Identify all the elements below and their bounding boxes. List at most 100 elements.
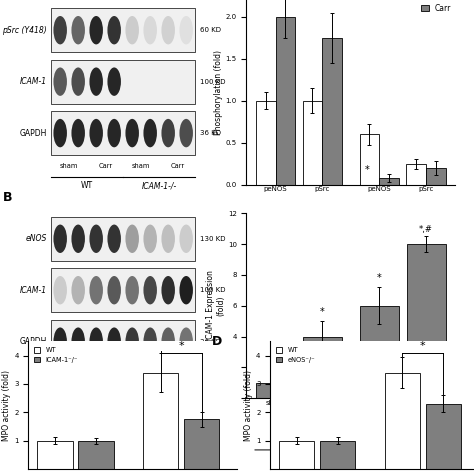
Y-axis label: MPO activity (fold): MPO activity (fold)	[2, 370, 11, 441]
Ellipse shape	[54, 328, 67, 356]
Bar	[279, 441, 314, 469]
Ellipse shape	[126, 225, 139, 253]
Bar	[143, 373, 178, 469]
Ellipse shape	[54, 225, 67, 253]
Text: WT: WT	[81, 182, 93, 191]
Text: sham: sham	[132, 371, 150, 377]
Bar	[360, 306, 399, 398]
Ellipse shape	[54, 119, 67, 147]
Y-axis label: ICAM-1 Expression
(fold): ICAM-1 Expression (fold)	[206, 270, 225, 341]
Ellipse shape	[108, 67, 121, 96]
Ellipse shape	[180, 16, 193, 45]
Ellipse shape	[126, 328, 139, 356]
Ellipse shape	[108, 16, 121, 45]
Text: Carr: Carr	[170, 163, 184, 169]
Text: Carr: Carr	[98, 163, 112, 169]
Bar	[322, 38, 342, 185]
Bar	[303, 337, 342, 398]
Ellipse shape	[54, 276, 67, 304]
Bar	[184, 419, 219, 469]
Ellipse shape	[108, 119, 121, 147]
Ellipse shape	[90, 16, 103, 45]
Text: WT: WT	[81, 390, 93, 399]
Ellipse shape	[126, 276, 139, 304]
Text: GAPDH: GAPDH	[19, 337, 46, 346]
Text: sham: sham	[60, 371, 78, 377]
Text: 36 KD: 36 KD	[200, 338, 221, 345]
Bar	[51, 320, 195, 364]
Text: sham: sham	[132, 163, 150, 169]
Bar	[51, 217, 195, 261]
Ellipse shape	[72, 276, 85, 304]
Text: 36 KD: 36 KD	[200, 130, 221, 136]
Bar	[37, 441, 73, 469]
Text: WT: WT	[293, 255, 305, 264]
Text: 100 KD: 100 KD	[200, 79, 225, 85]
Y-axis label: MPO activity (fold): MPO activity (fold)	[244, 370, 253, 441]
Text: sham: sham	[60, 163, 78, 169]
Text: eNOS: eNOS	[25, 234, 46, 243]
Ellipse shape	[144, 328, 157, 356]
Text: ICAM-1: ICAM-1	[19, 286, 46, 295]
Ellipse shape	[90, 225, 103, 253]
Ellipse shape	[180, 276, 193, 304]
Ellipse shape	[90, 67, 103, 96]
Bar	[302, 101, 322, 185]
Text: *: *	[377, 273, 382, 283]
Text: 130 KD: 130 KD	[200, 236, 225, 242]
Text: eNOS$^{-/-}$: eNOS$^{-/-}$	[387, 461, 419, 472]
Text: 100 KD: 100 KD	[200, 287, 225, 293]
Ellipse shape	[54, 67, 67, 96]
Ellipse shape	[72, 328, 85, 356]
Ellipse shape	[144, 119, 157, 147]
Ellipse shape	[90, 119, 103, 147]
Ellipse shape	[144, 16, 157, 45]
Bar	[406, 164, 426, 185]
Ellipse shape	[72, 67, 85, 96]
Ellipse shape	[180, 119, 193, 147]
Ellipse shape	[72, 16, 85, 45]
Ellipse shape	[162, 16, 175, 45]
Ellipse shape	[54, 16, 67, 45]
Text: *: *	[178, 341, 184, 351]
Bar	[256, 383, 295, 398]
Text: eNOS-/-: eNOS-/-	[145, 390, 174, 399]
Ellipse shape	[144, 225, 157, 253]
Bar	[360, 135, 379, 185]
Text: 60 KD: 60 KD	[200, 27, 221, 33]
Text: ICAM-1: ICAM-1	[19, 77, 46, 86]
Ellipse shape	[180, 328, 193, 356]
Legend: WT, ICAM-1⁻/⁻: WT, ICAM-1⁻/⁻	[32, 345, 81, 365]
Ellipse shape	[162, 328, 175, 356]
Bar	[51, 111, 195, 155]
Y-axis label: Phosphorylation (fold): Phosphorylation (fold)	[214, 50, 223, 135]
Text: *,#: *,#	[419, 225, 433, 234]
Ellipse shape	[72, 225, 85, 253]
Ellipse shape	[126, 119, 139, 147]
Bar	[407, 244, 446, 398]
Ellipse shape	[108, 225, 121, 253]
Bar	[276, 17, 295, 185]
Ellipse shape	[108, 328, 121, 356]
Ellipse shape	[90, 276, 103, 304]
Text: Carr: Carr	[98, 371, 112, 377]
Text: *: *	[320, 307, 325, 317]
Bar	[385, 373, 420, 469]
Legend: WT, eNOS⁻/⁻: WT, eNOS⁻/⁻	[273, 345, 318, 365]
Ellipse shape	[72, 119, 85, 147]
Text: GAPDH: GAPDH	[19, 128, 46, 137]
Text: *: *	[365, 165, 369, 175]
Bar	[426, 168, 446, 185]
Bar	[320, 441, 356, 469]
Text: ICAM-1$^{-/-}$: ICAM-1$^{-/-}$	[387, 255, 424, 266]
Bar	[379, 178, 399, 185]
Bar	[51, 60, 195, 103]
Ellipse shape	[162, 276, 175, 304]
Ellipse shape	[162, 225, 175, 253]
Legend: Carr: Carr	[421, 4, 451, 13]
Ellipse shape	[90, 328, 103, 356]
Text: B: B	[2, 191, 12, 204]
Text: Carr: Carr	[170, 371, 184, 377]
Ellipse shape	[162, 119, 175, 147]
Text: ICAM-1-/-: ICAM-1-/-	[142, 182, 177, 191]
